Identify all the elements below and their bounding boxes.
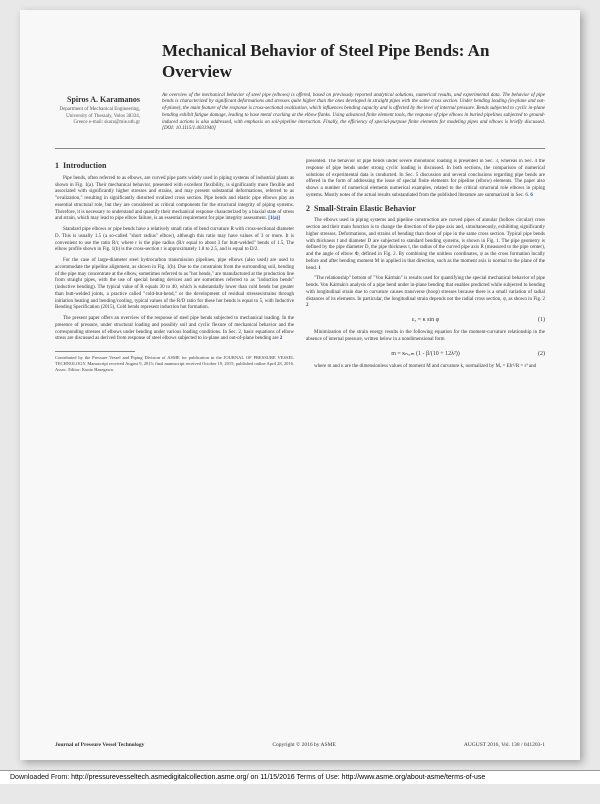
journal-name: Journal of Pressure Vessel Technology <box>55 742 144 748</box>
paragraph: The elbows used in piping systems and pi… <box>306 218 545 272</box>
section-title: Introduction <box>63 161 106 170</box>
paragraph: Minimization of the strain energy result… <box>306 330 545 344</box>
terms-url[interactable]: http://www.asme.org/about-asme/terms-of-… <box>342 774 486 781</box>
page-number: AUGUST 2016, Vol. 138 / 041203-1 <box>464 742 545 748</box>
paragraph: Pipe bends, often referred to as elbows,… <box>55 176 294 223</box>
ref-link[interactable]: 2 <box>280 336 283 341</box>
copyright: Copyright © 2016 by ASME <box>272 742 335 748</box>
title-column: Mechanical Behavior of Steel Pipe Bends:… <box>150 40 545 133</box>
download-prefix: Downloaded From: <box>10 774 71 781</box>
paragraph: For the case of large-diameter steel hyd… <box>55 258 294 312</box>
ref-link[interactable]: 6 <box>530 193 533 198</box>
download-bar: Downloaded From: http://pressurevesselte… <box>0 770 600 784</box>
left-column: 1 Introduction Pipe bends, often referre… <box>55 159 294 644</box>
page-footer: Journal of Pressure Vessel Technology Co… <box>55 742 545 748</box>
ref-link[interactable]: [1(a)] <box>268 216 280 221</box>
footnote: Contributed by the Pressure Vessel and P… <box>55 355 294 373</box>
download-url[interactable]: http://pressurevesseltech.asmedigitalcol… <box>71 774 295 781</box>
eq-body: εₓ = κ sin φ <box>412 317 439 323</box>
paragraph: where m and κ are the dimensionless valu… <box>306 364 545 371</box>
body-columns: 1 Introduction Pipe bends, often referre… <box>55 159 545 644</box>
paragraph: Standard pipe elbows or pipe bends have … <box>55 227 294 254</box>
paper-title: Mechanical Behavior of Steel Pipe Bends:… <box>162 40 545 83</box>
section-num: 1 <box>55 161 59 170</box>
equation-1: εₓ = κ sin φ (1) <box>306 316 545 324</box>
section-1-heading: 1 Introduction <box>55 161 294 172</box>
paragraph: presented. The behavior of pipe bends un… <box>306 159 545 200</box>
footnote-separator <box>55 351 135 352</box>
author-affiliation: Department of Mechanical Engineering, Un… <box>55 107 140 127</box>
equation-2: m = κₙₒᵣₘ (1 - β/(10 + 12λ²)) (2) <box>306 350 545 358</box>
terms-label: Terms of Use: <box>295 774 342 781</box>
section-title: Small-Strain Elastic Behavior <box>314 204 416 213</box>
eq-number: (1) <box>538 316 545 324</box>
abstract: An overview of the mechanical behavior o… <box>162 93 545 134</box>
author-name: Spiros A. Karamanos <box>55 95 140 104</box>
header: Spiros A. Karamanos Department of Mechan… <box>55 40 545 133</box>
paragraph: The present paper offers an overview of … <box>55 316 294 343</box>
right-column: presented. The behavior of pipe bends un… <box>306 159 545 644</box>
paragraph: "The relationship" bottom of "Von Kármán… <box>306 276 545 310</box>
ref-link[interactable]: 1 <box>318 266 321 271</box>
eq-number: (2) <box>538 350 545 358</box>
page: Spiros A. Karamanos Department of Mechan… <box>20 10 580 760</box>
section-num: 2 <box>306 204 310 213</box>
eq-body: m = κₙₒᵣₘ (1 - β/(10 + 12λ²)) <box>391 351 460 357</box>
section-2-heading: 2 Small-Strain Elastic Behavior <box>306 204 545 215</box>
divider <box>55 148 545 149</box>
author-column: Spiros A. Karamanos Department of Mechan… <box>55 40 150 133</box>
ref-link[interactable]: 2 <box>306 303 309 308</box>
